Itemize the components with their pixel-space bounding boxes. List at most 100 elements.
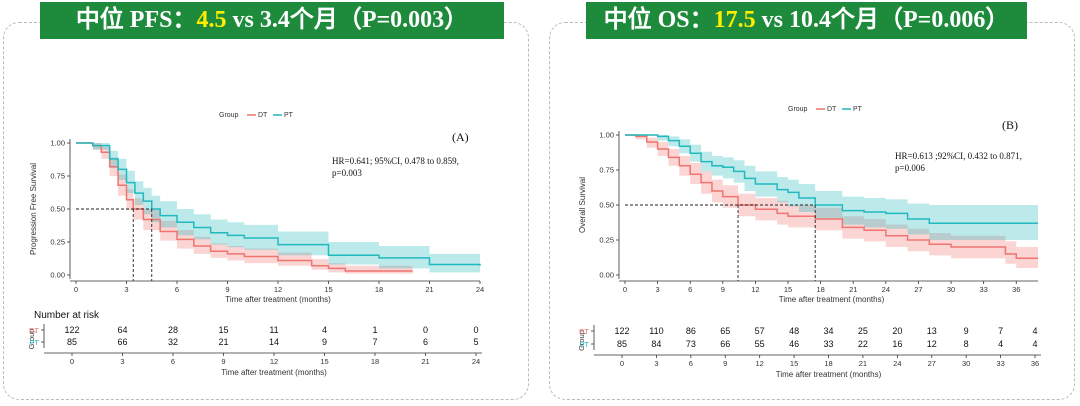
risk-table-group-label: Group — [27, 329, 36, 350]
risk-count: 0 — [423, 325, 428, 335]
y-tick-label: 0.25 — [50, 238, 65, 247]
y-tick-label: 1.00 — [50, 139, 65, 148]
panel-label: (B) — [1002, 118, 1018, 132]
hr-annotation-line: HR=0.641; 95%CI, 0.478 to 0.859, — [332, 156, 459, 166]
risk-table-x-tick-label: 27 — [928, 359, 936, 368]
x-axis-title: Time after treatment (months) — [225, 295, 331, 304]
ci-band-dt — [625, 135, 1038, 268]
risk-table-x-tick-label: 36 — [1031, 359, 1039, 368]
risk-count: 4 — [1032, 339, 1037, 349]
risk-table-x-tick-label: 24 — [893, 359, 901, 368]
risk-count: 25 — [858, 326, 868, 336]
risk-count: 9 — [322, 337, 327, 347]
x-tick-label: 12 — [274, 285, 282, 294]
hr-annotation-line: p=0.003 — [332, 168, 362, 178]
risk-table-x-tick-label: 6 — [689, 359, 693, 368]
risk-count: 5 — [473, 337, 478, 347]
panel-b: Group DT PT (B) HR=0.613 ;92%CI, 0.432 to 0.… — [549, 22, 1075, 400]
risk-count: 22 — [858, 339, 868, 349]
legend-label-dt: DT — [827, 106, 837, 113]
risk-count: 55 — [755, 339, 765, 349]
risk-count: 85 — [617, 339, 627, 349]
risk-table-x-tick-label: 6 — [171, 357, 175, 366]
risk-row-label-pt: PT — [579, 340, 589, 349]
panel-label: (A) — [452, 130, 469, 144]
y-tick-label: 0.00 — [50, 271, 65, 280]
risk-count: 7 — [372, 337, 377, 347]
x-tick-label: 3 — [124, 285, 128, 294]
x-tick-label: 0 — [623, 285, 627, 294]
x-tick-label: 33 — [979, 285, 987, 294]
risk-table-x-title: Time after treatment (months) — [221, 368, 327, 377]
risk-count: 14 — [269, 337, 279, 347]
risk-table-title: Number at risk — [34, 310, 100, 321]
x-tick-label: 12 — [751, 285, 759, 294]
risk-count: 15 — [218, 325, 228, 335]
x-tick-label: 27 — [914, 285, 922, 294]
x-tick-label: 6 — [688, 285, 692, 294]
y-tick-label: 1.00 — [599, 131, 614, 140]
x-tick-label: 21 — [849, 285, 857, 294]
risk-table-x-tick-label: 3 — [120, 357, 124, 366]
legend-label-pt: PT — [284, 112, 294, 119]
risk-count: 57 — [755, 326, 765, 336]
risk-count: 64 — [117, 325, 127, 335]
risk-count: 66 — [720, 339, 730, 349]
risk-table-x-tick-label: 18 — [371, 357, 379, 366]
risk-table-x-tick-label: 18 — [824, 359, 832, 368]
y-tick-label: 0.50 — [50, 205, 65, 214]
risk-count: 21 — [218, 337, 228, 347]
risk-table-x-tick-label: 0 — [620, 359, 624, 368]
risk-count: 20 — [892, 326, 902, 336]
risk-count: 9 — [964, 326, 969, 336]
legend-title: Group — [788, 106, 808, 113]
y-tick-label: 0.75 — [599, 166, 614, 175]
risk-count: 7 — [998, 326, 1003, 336]
km-chart-os: Group DT PT (B) HR=0.613 ;92%CI, 0.432 to 0.… — [577, 106, 1041, 379]
risk-table-x-tick-label: 9 — [723, 359, 727, 368]
risk-count: 16 — [892, 339, 902, 349]
risk-count: 11 — [269, 325, 278, 335]
y-axis-title: Progression Free Survival — [29, 163, 38, 255]
x-axis-title: Time after treatment (months) — [779, 295, 885, 304]
risk-count: 13 — [927, 326, 937, 336]
risk-table-x-tick-label: 21 — [859, 359, 867, 368]
legend-label-pt: PT — [853, 106, 863, 113]
risk-table-x-tick-label: 15 — [320, 357, 328, 366]
x-tick-label: 3 — [656, 285, 660, 294]
x-tick-label: 9 — [225, 285, 229, 294]
risk-table-x-tick-label: 12 — [755, 359, 763, 368]
risk-count: 46 — [789, 339, 799, 349]
risk-count: 6 — [423, 337, 428, 347]
risk-table-x-tick-label: 30 — [962, 359, 970, 368]
risk-table-x-tick-label: 21 — [421, 357, 429, 366]
panel-a: Group DT PT (A) HR=0.641; 95%CI, 0.478 to 0.… — [3, 22, 529, 400]
banner-pfs: 中位 PFS：4.5 vs 3.4个月（P=0.003） — [40, 2, 504, 39]
x-tick-label: 18 — [816, 285, 824, 294]
risk-count: 85 — [67, 337, 77, 347]
y-tick-label: 0.00 — [599, 271, 614, 280]
survival-curve-pt — [625, 134, 1038, 224]
risk-table-x-tick-label: 9 — [221, 357, 225, 366]
x-tick-label: 18 — [375, 285, 383, 294]
x-tick-label: 15 — [784, 285, 792, 294]
x-tick-label: 0 — [74, 285, 78, 294]
risk-count: 4 — [998, 339, 1003, 349]
km-chart-pfs: Group DT PT(A)HR=0.641; 95%CI, 0.478 to 0.… — [27, 112, 484, 377]
risk-count: 84 — [651, 339, 661, 349]
hr-annotation-line: HR=0.613 ;92%CI, 0.432 to 0.871, — [895, 151, 1022, 161]
risk-table-x-tick-label: 12 — [270, 357, 278, 366]
risk-count: 122 — [64, 325, 79, 335]
banner-highlight: 17.5 — [713, 7, 756, 33]
risk-count: 122 — [614, 326, 629, 336]
risk-count: 86 — [686, 326, 696, 336]
y-tick-label: 0.75 — [50, 172, 65, 181]
risk-count: 66 — [117, 337, 127, 347]
risk-count: 65 — [720, 326, 730, 336]
risk-row-label-dt: DT — [579, 327, 589, 336]
risk-count: 34 — [823, 326, 833, 336]
x-tick-label: 21 — [425, 285, 433, 294]
risk-table-x-tick-label: 15 — [790, 359, 798, 368]
risk-table-x-title: Time after treatment (months) — [776, 370, 882, 379]
risk-count: 48 — [789, 326, 799, 336]
